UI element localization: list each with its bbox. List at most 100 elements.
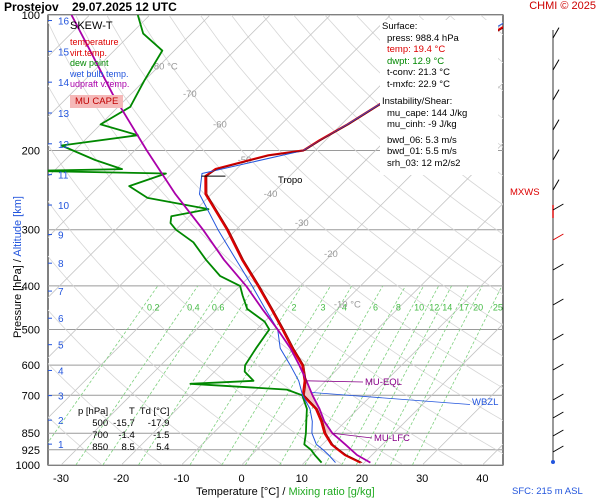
wind-barbs <box>551 27 564 464</box>
mu-cinh-value: mu_cinh: -9 J/kg <box>387 119 457 130</box>
isotherm-label: -10 °C <box>334 300 361 311</box>
mixing-ratio-label: 0.4 <box>187 302 200 312</box>
t-mxfc: t-mxfc: 22.9 °C <box>387 78 450 90</box>
altitude-tick-label: 15 <box>58 47 70 58</box>
mu-cape-badge: MU CAPE <box>70 95 124 108</box>
temperature-tick-label: -30 <box>53 473 69 485</box>
mixing-ratio-label: 0.6 <box>212 302 225 312</box>
mu-cape-value: mu_cape: 144 J/kg <box>387 107 468 119</box>
wind-barb <box>552 149 560 161</box>
mixing-ratio-label: 6 <box>373 302 378 312</box>
surface-dwpt: dwpt: 12.9 °C <box>387 55 445 67</box>
level-cell: 700 <box>92 430 109 441</box>
dry-adiabat <box>48 309 223 465</box>
x-axis-temp-label: Temperature [°C] <box>196 486 280 498</box>
mixing-ratio-label: 12 <box>429 302 439 312</box>
pressure-tick-label: 400 <box>22 281 40 293</box>
mixing-ratio-line <box>324 285 424 465</box>
bwd-01-value: bwd_01: 5.5 m/s <box>387 146 457 157</box>
mixing-ratio-line <box>189 285 302 465</box>
y-axis-altitude-label: Altitude [km] <box>12 196 24 257</box>
altitude-tick-label: 9 <box>58 231 64 242</box>
altitude-tick-label: 7 <box>58 287 64 298</box>
wind-barb <box>552 445 564 453</box>
srh-03-value: srh_03: 12 m2/s2 <box>387 157 461 169</box>
level-table-col-p: p [hPa] <box>78 406 109 417</box>
dry-adiabat <box>574 15 600 465</box>
dry-adiabat <box>543 15 600 465</box>
dry-adiabat <box>48 85 464 465</box>
isotherm <box>301 263 503 465</box>
mixing-ratio-line <box>138 285 256 465</box>
level-cell: 500 <box>92 418 109 429</box>
isotherm <box>181 142 503 465</box>
dry-adiabat <box>48 416 103 465</box>
dry-adiabat <box>106 15 503 389</box>
altitude-tick-label: 6 <box>58 314 64 325</box>
altitude-tick-label: 1 <box>58 440 64 451</box>
sfc-label: SFC: 215 m ASL <box>512 486 583 497</box>
credit-label: CHMI © 2025 <box>529 0 596 12</box>
legend-item: virt.temp. <box>70 47 108 58</box>
wind-barb <box>552 263 564 271</box>
mixing-ratio-label: 17 <box>459 302 469 312</box>
wind-barb <box>552 233 564 241</box>
pressure-tick-label: 1000 <box>16 460 40 472</box>
series-udpraft-v-temp- <box>70 15 371 464</box>
temperature-tick-label: 10 <box>296 473 308 485</box>
mixing-ratio-line <box>304 285 406 465</box>
mixing-ratio-label: 14 <box>442 302 452 312</box>
dry-adiabat <box>168 15 503 326</box>
temperature-tick-label: 0 <box>239 473 245 485</box>
pressure-tick-label: 100 <box>22 10 40 22</box>
mixing-ratio-label: 8 <box>396 302 401 312</box>
x-axis-sep: / <box>282 486 286 498</box>
level-table-row: 700 -1.4 -1.5 <box>78 430 174 442</box>
level-table-row: 850 8.5 5.4 <box>78 442 174 454</box>
mu-eql-marker <box>306 380 364 383</box>
isotherm <box>241 203 503 465</box>
wind-barb <box>552 119 560 131</box>
altitude-tick-label: 11 <box>58 171 69 182</box>
mixing-ratio-line <box>355 285 452 465</box>
isotherm <box>48 15 211 178</box>
bwd-06-value: bwd_06: 5.3 m/s <box>387 134 457 146</box>
wind-barb <box>552 411 564 419</box>
mixing-ratio-label: 2 <box>292 302 297 312</box>
mixing-ratio-line <box>374 285 469 465</box>
dry-adiabat <box>48 363 163 465</box>
wind-barb <box>552 27 560 39</box>
x-axis-label: Temperature [°C] / Mixing ratio [g/kg] <box>196 486 375 498</box>
wbzl-label: WBZL <box>472 397 499 408</box>
mixing-ratio-line <box>341 285 440 465</box>
mixing-ratio-line <box>390 285 483 465</box>
y-axis-label: Pressure [hPa] / Altitude [km] <box>12 167 24 367</box>
altitude-tick-label: 3 <box>58 392 64 403</box>
y-axis-sep: / <box>12 259 24 263</box>
chart-header: Prostejov 29.07.2025 12 UTC <box>4 0 177 14</box>
isotherm <box>48 15 151 118</box>
dry-adiabat <box>199 15 503 295</box>
x-axis-mix-label: Mixing ratio [g/kg] <box>288 486 375 498</box>
mixing-ratio-label: 0.2 <box>147 302 160 312</box>
series-layer <box>48 15 503 464</box>
sfc-wind-marker <box>551 460 555 464</box>
level-cell: 5.4 <box>156 442 170 453</box>
altitude-tick-label: 10 <box>58 201 70 212</box>
pressure-tick-label: 200 <box>22 145 40 157</box>
wind-barb <box>552 89 560 101</box>
isotherm <box>48 15 391 359</box>
altitude-tick-label: 14 <box>58 78 70 89</box>
dry-adiabat <box>48 200 344 465</box>
mixing-ratio-line <box>412 285 503 465</box>
temperature-tick-label: -10 <box>173 473 189 485</box>
level-table-col-td: Td [°C] <box>139 406 170 417</box>
wind-barb <box>552 59 560 71</box>
altitude-tick-label: 13 <box>58 109 70 120</box>
mixing-ratio-line <box>102 285 223 465</box>
altitude-tick-label: 5 <box>58 341 64 352</box>
mu-eql-label: MU-EQL <box>365 377 402 388</box>
pressure-tick-label: 925 <box>22 445 40 457</box>
temperature-tick-label: 20 <box>356 473 368 485</box>
